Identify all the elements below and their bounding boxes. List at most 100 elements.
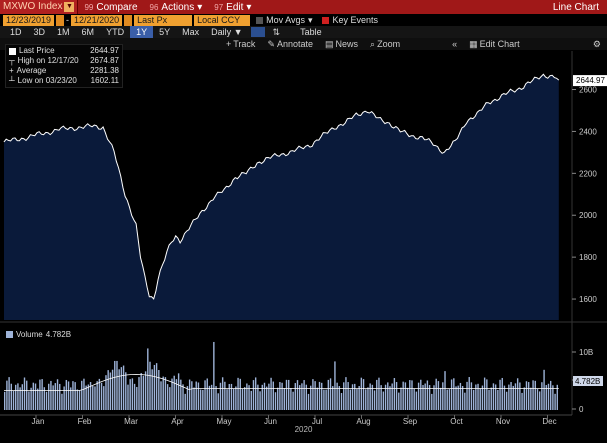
volume-bar [81,380,83,410]
period-1d[interactable]: 1D [10,27,22,37]
y-tick-label-4: 2400 [579,127,597,136]
volume-bar [384,384,387,410]
period-3d[interactable]: 3D [33,27,46,37]
legend-low-value: 1602.11 [90,76,119,85]
edit-menu[interactable]: 97 Edit ▾ [208,0,257,14]
ticker-label: MXWO Index [3,1,63,12]
volume-bar [100,382,103,410]
volume-bar [475,384,477,410]
ticker-field[interactable]: MXWO Index ▼ [0,0,79,14]
volume-bar [153,364,156,410]
volume-bar [37,388,39,410]
volume-bar [523,387,525,410]
volume-bar [299,385,301,410]
month-label-jan: Jan [32,417,45,426]
volume-bar [83,378,85,410]
volume-bar [221,377,224,410]
annotate-label: Annotate [276,39,314,49]
volume-bar [354,383,356,410]
volume-bar [32,382,35,410]
volume-bar [184,393,186,410]
legend-last-price-value: 2644.97 [90,46,119,55]
period-1m[interactable]: 1M [57,27,70,37]
volume-bar [503,385,506,410]
edit-label: Edit [226,1,244,13]
volume-bar [398,392,400,410]
volume-bar [182,384,184,410]
volume-bar [226,389,228,410]
volume-bar [96,381,98,410]
volume-legend: Volume 4.782B [6,330,71,339]
volume-bar [34,383,37,410]
volume-bar [428,385,431,410]
period-max[interactable]: Max [182,27,200,37]
start-date-field[interactable]: 12/23/2019 [3,14,55,26]
legend-high-value: 2674.87 [90,56,119,65]
annotate-tool[interactable]: ✎ Annotate [261,39,319,50]
period-1y[interactable]: 1Y [130,26,154,38]
period-ytd[interactable]: YTD [106,27,125,37]
legend-low-icon: ┴ [9,76,15,85]
period-6m[interactable]: 6M [81,27,95,37]
volume-bar [323,389,325,410]
ticker-dropdown-icon[interactable]: ▼ [64,2,75,12]
volume-bar [243,387,246,410]
volume-swatch [6,331,13,338]
volume-bar [527,382,530,410]
zoom-tool[interactable]: ⌕ Zoom [364,39,406,50]
volume-bar [316,387,319,410]
volume-bar [334,361,336,410]
mov-avgs-toggle[interactable]: Mov Avgs ▾ [252,15,316,26]
table-button[interactable]: Table [300,27,322,37]
price-chart[interactable]: 1600180020002200240026002644.9710B5B04.7… [0,50,607,443]
volume-bar [437,381,440,410]
chart-legend: Last Price 2644.97 ┬ High on 12/17/20 2674.… [5,44,123,88]
currency-select[interactable]: Local CCY [194,14,251,26]
volume-bar [30,387,32,410]
actions-number: 96 [149,2,159,12]
volume-bar [510,382,512,410]
volume-bar [111,369,114,410]
volume-bar [387,382,389,410]
key-events-toggle[interactable]: Key Events [318,15,382,25]
legend-average-label: Average [16,66,47,75]
price-field-select[interactable]: Last Px [134,14,193,26]
line-chart-icon[interactable] [250,27,265,37]
actions-menu[interactable]: 96 Actions ▾ [144,0,209,14]
volume-bar [147,348,149,410]
volume-bar [365,389,367,410]
end-date-dropdown-icon[interactable] [124,14,133,26]
main-toolbar: MXWO Index ▼ 99 Compare 96 Actions ▾ 97 … [0,0,607,14]
legend-average-value: 2281.38 [90,66,119,75]
volume-bar [285,379,288,410]
volume-bar [347,382,349,410]
frequency-select[interactable]: Daily ▼ [211,27,243,37]
volume-bar [345,377,347,410]
collapse-icon[interactable]: « [452,39,458,49]
volume-bar [552,385,554,410]
chart-options-icon[interactable]: ⇅ [272,27,281,37]
volume-bar [52,385,54,410]
track-tool[interactable]: + Track [220,39,261,49]
period-5y[interactable]: 5Y [159,27,171,37]
volume-bar [294,383,297,410]
volume-bar [468,377,470,410]
news-tool[interactable]: ▤ News [319,39,364,50]
date-separator: - [66,15,70,25]
volume-bar [411,380,413,410]
chart-type-title: Line Chart [552,1,599,13]
volume-bar [142,375,145,410]
volume-bar [327,379,330,410]
start-date-dropdown-icon[interactable] [56,14,65,26]
gear-icon[interactable]: ⚙ [592,38,601,49]
volume-bar [554,393,556,410]
compare-menu[interactable]: 99 Compare [78,0,143,14]
volume-bar [257,384,259,410]
volume-bar [457,385,459,410]
volume-bar [536,388,539,410]
volume-bar [545,385,547,410]
edit-chart-button[interactable]: ▦ Edit Chart [463,39,526,50]
volume-bar [358,386,360,410]
volume-bar [301,383,303,410]
end-date-field[interactable]: 12/21/2020 [71,14,123,26]
